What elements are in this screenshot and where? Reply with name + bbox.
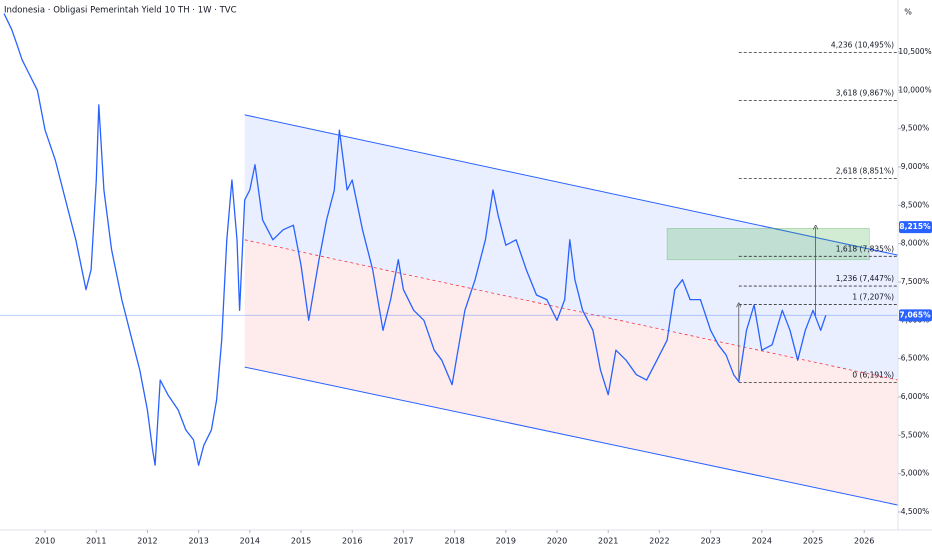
x-tick-label: 2022: [649, 537, 669, 546]
y-tick-label: 5,500%: [901, 430, 930, 439]
fib-label: 1,618 (7,835%): [836, 244, 894, 253]
x-tick-label: 2026: [854, 537, 874, 546]
x-tick-label: 2011: [86, 537, 106, 546]
x-tick-label: 2025: [803, 537, 823, 546]
y-tick-label: 8,500%: [901, 200, 930, 209]
y-tick-label: 9,000%: [901, 162, 930, 171]
y-tick-label: 6,500%: [901, 354, 930, 363]
x-tick-label: 2015: [291, 537, 311, 546]
x-tick-label: 2018: [444, 537, 464, 546]
fib-label: 2,618 (8,851%): [836, 166, 894, 175]
y-tick-label: 10,000%: [898, 85, 931, 94]
channel-lower-zone: [244, 239, 899, 506]
y-tick-label: 8,000%: [901, 239, 930, 248]
price-badge: [899, 221, 932, 234]
fib-label: 1,236 (7,447%): [836, 274, 894, 283]
y-tick-label: 5,000%: [901, 469, 930, 478]
channel-upper-line: [244, 114, 899, 256]
fib-label: 4,236 (10,495%): [831, 40, 894, 49]
chart-title: Indonesia · Obligasi Pemerintah Yield 10…: [4, 6, 237, 16]
target-zone: [666, 228, 870, 261]
price-badge-label: 8,215%: [899, 222, 931, 231]
y-tick-label: 9,500%: [901, 124, 930, 133]
x-tick-label: 2024: [752, 537, 772, 546]
x-tick-label: 2012: [137, 537, 157, 546]
x-tick-label: 2021: [598, 537, 618, 546]
x-tick-label: 2010: [35, 537, 55, 546]
x-tick-label: 2023: [700, 537, 720, 546]
y-tick-label: 10,500%: [898, 47, 931, 56]
price-badge-label: 7,065%: [899, 310, 931, 319]
x-tick-label: 2017: [393, 537, 413, 546]
unit-label: %: [904, 8, 912, 17]
y-tick-label: 4,500%: [901, 507, 930, 516]
x-tick-label: 2013: [188, 537, 208, 546]
fib-label: 0 (6,191%): [852, 370, 894, 379]
x-tick-label: 2016: [342, 537, 362, 546]
price-badge: [899, 309, 932, 322]
x-tick-label: 2020: [547, 537, 567, 546]
y-tick-label: 7,500%: [901, 277, 930, 286]
x-tick-label: 2019: [496, 537, 516, 546]
x-tick-label: 2014: [240, 537, 260, 546]
fib-label: 1 (7,207%): [852, 292, 894, 301]
fib-label: 3,618 (9,867%): [836, 89, 894, 98]
channel-lower-line: [244, 366, 899, 506]
y-tick-label: 6,000%: [901, 392, 930, 401]
price-line: [3, 13, 827, 466]
